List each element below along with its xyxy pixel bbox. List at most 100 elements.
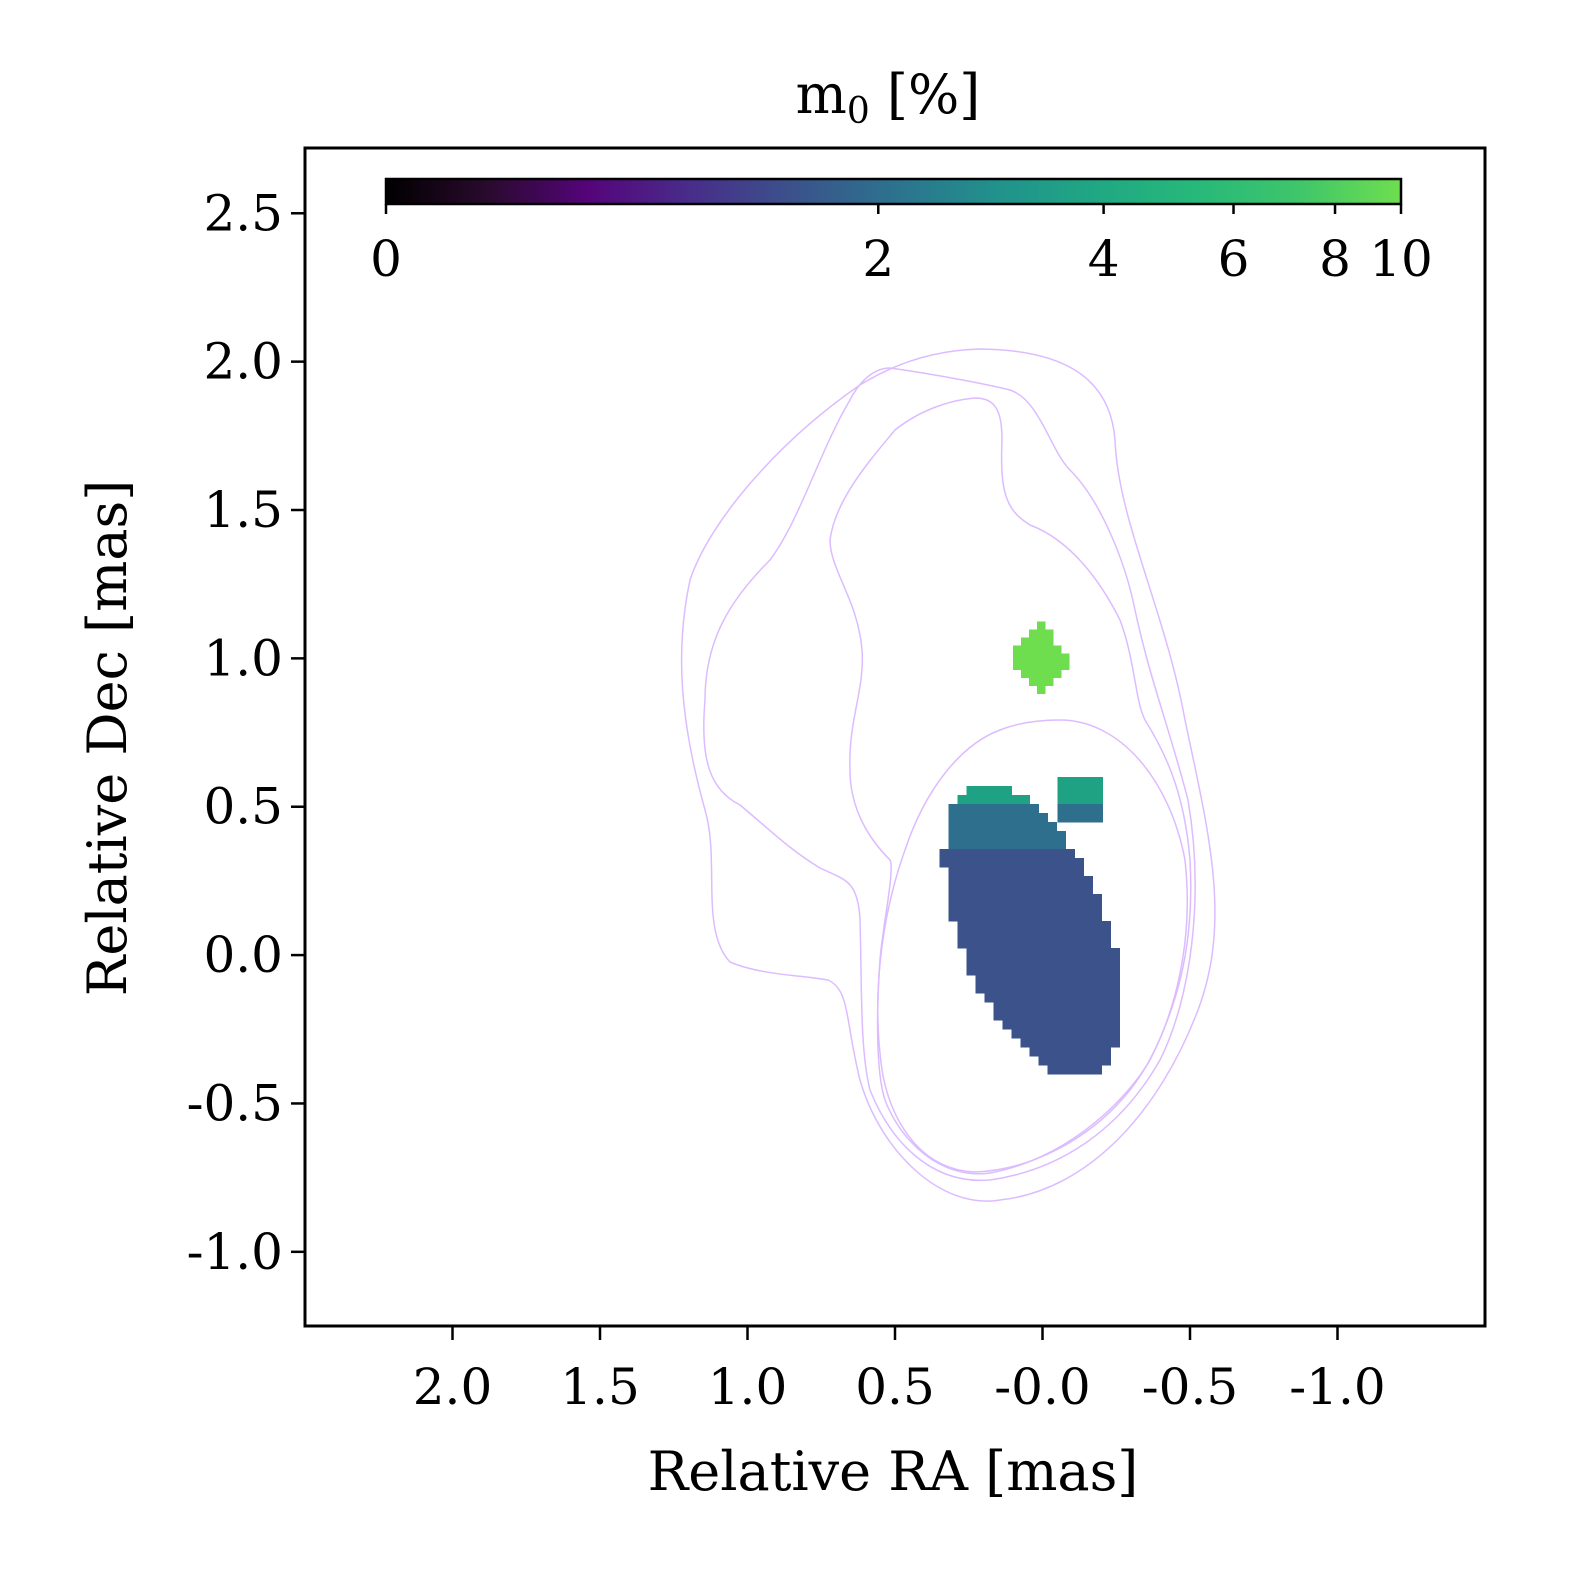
core-pixel [993, 939, 1003, 949]
core-pixel [984, 858, 994, 868]
core-pixel [1092, 1002, 1102, 1012]
core-pixel [1110, 984, 1120, 994]
core-pixel [1110, 975, 1120, 985]
core-pixel [1011, 1020, 1021, 1030]
core-pixel [1011, 921, 1021, 931]
knot-pixel [1029, 645, 1038, 654]
core-pixel [1074, 1029, 1084, 1039]
core-pixel [1002, 804, 1012, 814]
core-pixel [1029, 885, 1039, 895]
core-pixel [1011, 984, 1021, 994]
core-pixel [1074, 921, 1084, 931]
core-pixel [1011, 1002, 1021, 1012]
core-pixel [1020, 984, 1030, 994]
knot-pixel [1021, 669, 1030, 678]
core-pixel [957, 849, 967, 859]
core-pixel [984, 966, 994, 976]
core-pixel [1020, 813, 1030, 823]
core-pixel [1029, 1020, 1039, 1030]
core-pixel [1038, 876, 1048, 886]
colorbar-tick-label: 2 [862, 230, 894, 288]
core-pixel [1002, 957, 1012, 967]
core-pixel [1083, 957, 1093, 967]
colorbar-tick-label: 10 [1369, 230, 1433, 288]
core-pixel [984, 795, 994, 805]
core-pixel [1065, 939, 1075, 949]
core-pixel [1110, 993, 1120, 1003]
core-pixel [1038, 1002, 1048, 1012]
core-pixel [1002, 966, 1012, 976]
core-pixel [1011, 894, 1021, 904]
core-pixel [1020, 795, 1030, 805]
core-pixel [1047, 831, 1057, 841]
core-pixel [993, 849, 1003, 859]
core-pixel [975, 876, 985, 886]
core-pixel [948, 903, 958, 913]
core-pixel [1092, 930, 1102, 940]
core-pixel [1011, 876, 1021, 886]
core-pixel [1038, 957, 1048, 967]
core-pixel [1029, 975, 1039, 985]
core-pixel [1074, 867, 1084, 877]
core-pixel [1038, 984, 1048, 994]
core-pixel [1083, 1029, 1093, 1039]
core-pixel [984, 813, 994, 823]
core-pixel [1038, 1038, 1048, 1048]
core-pixel [1011, 1029, 1021, 1039]
core-pixel [1047, 1020, 1057, 1030]
core-pixel [1056, 984, 1066, 994]
core-pixel [1047, 1029, 1057, 1039]
core-pixel [1029, 948, 1039, 958]
core-pixel [1002, 885, 1012, 895]
core-pixel [1002, 858, 1012, 868]
core-pixel [1029, 930, 1039, 940]
core-pixel [975, 822, 985, 832]
core-pixel [1093, 813, 1103, 823]
intensity-contours [680, 348, 1216, 1202]
knot-pixel [1045, 637, 1054, 646]
core-pixel [1029, 984, 1039, 994]
core-pixel [1029, 1029, 1039, 1039]
core-pixel [966, 948, 976, 958]
core-pixel [975, 849, 985, 859]
core-pixel [1002, 939, 1012, 949]
core-pixel [1029, 804, 1039, 814]
core-pixel [1038, 1047, 1048, 1057]
core-pixel [1092, 1065, 1102, 1075]
x-tick-label: 1.0 [708, 1358, 788, 1416]
core-pixel [1029, 993, 1039, 1003]
core-pixel [1074, 957, 1084, 967]
core-pixel [1029, 1047, 1039, 1057]
core-pixel [1047, 948, 1057, 958]
core-pixel [1011, 804, 1021, 814]
x-tick-label: -0.5 [1142, 1358, 1238, 1416]
core-pixel [993, 903, 1003, 913]
core-pixel [1110, 1020, 1120, 1030]
core-pixel [1074, 930, 1084, 940]
core-pixel [993, 975, 1003, 985]
core-pixel [1056, 930, 1066, 940]
core-pixel [957, 822, 967, 832]
core-pixel [1002, 813, 1012, 823]
core-pixel [984, 903, 994, 913]
core-pixel [957, 921, 967, 931]
core-pixel [1074, 1038, 1084, 1048]
y-tick-label: 0.5 [203, 778, 283, 836]
core-pixel [957, 876, 967, 886]
core-pixel [957, 858, 967, 868]
core-pixel [1083, 1047, 1093, 1057]
core-pixel [1011, 858, 1021, 868]
core-pixel [1065, 1020, 1075, 1030]
core-pixel [993, 822, 1003, 832]
core-pixel [1029, 822, 1039, 832]
core-pixel [984, 840, 994, 850]
core-pixel [1092, 921, 1102, 931]
core-pixel [1092, 1029, 1102, 1039]
core-pixel [1047, 1065, 1057, 1075]
core-pixel [966, 966, 976, 976]
knot-pixel [1029, 661, 1038, 670]
knot-pixel [1037, 661, 1046, 670]
core-pixel [1047, 1038, 1057, 1048]
core-pixel [1074, 948, 1084, 958]
